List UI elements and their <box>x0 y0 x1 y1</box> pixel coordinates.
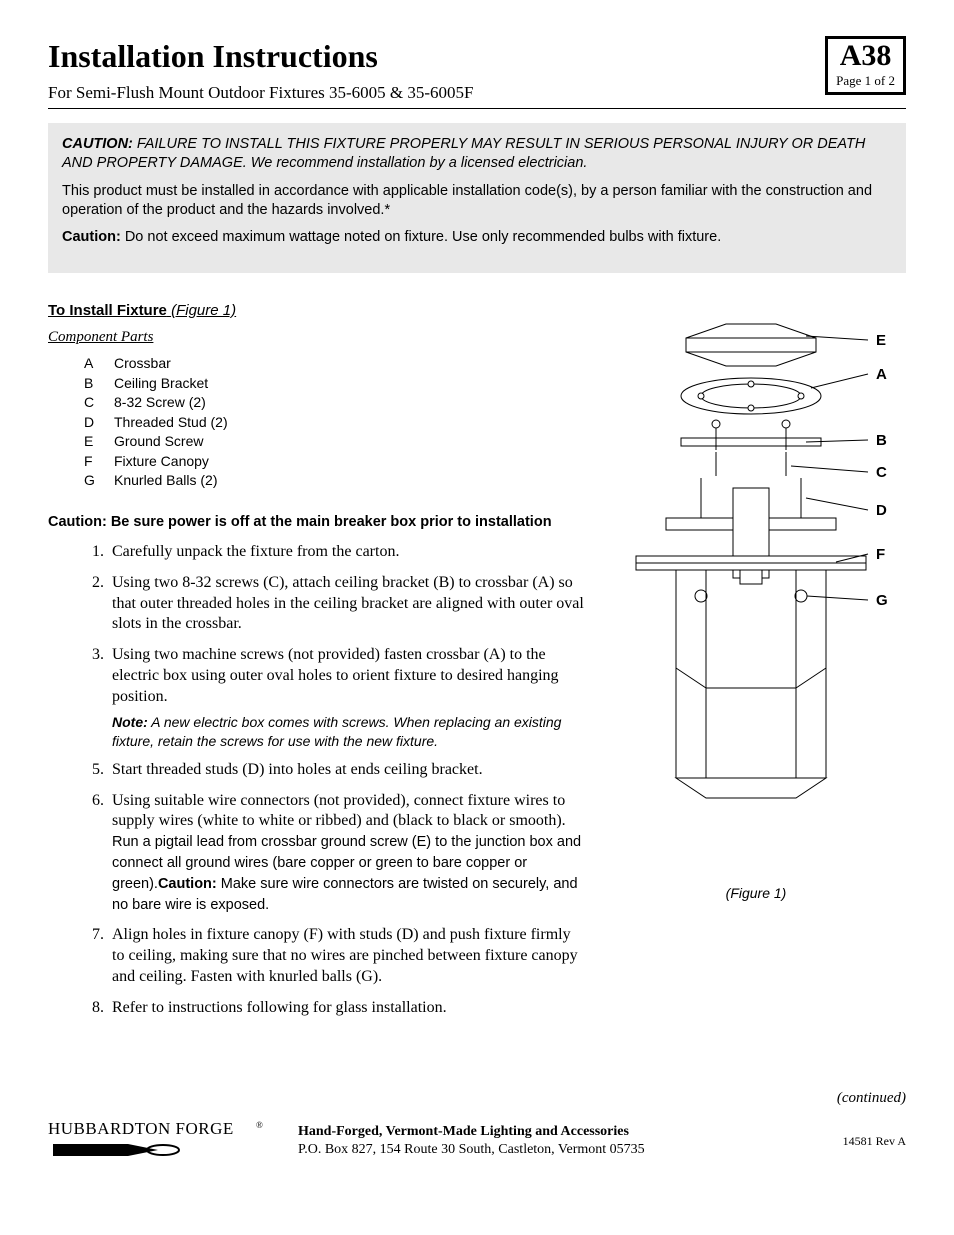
step-3: Using two machine screws (not provided) … <box>112 645 586 750</box>
part-name: Crossbar <box>114 354 171 374</box>
hubbardton-forge-logo-icon: HUBBARDTON FORGE ® <box>48 1116 278 1160</box>
install-steps: Carefully unpack the fixture from the ca… <box>96 542 586 1019</box>
figure-1-diagram: E A B C D F G <box>606 318 906 838</box>
footer-address: Hand-Forged, Vermont-Made Lighting and A… <box>298 1123 823 1159</box>
install-heading-figref: (Figure 1) <box>171 302 236 319</box>
parts-list: A Crossbar B Ceiling Bracket C 8-32 Screw (… <box>84 354 586 491</box>
part-row: D Threaded Stud (2) <box>84 413 586 433</box>
two-column-layout: A Crossbar B Ceiling Bracket C 8-32 Screw (… <box>48 348 906 1029</box>
part-name: Ceiling Bracket <box>114 374 208 394</box>
caution-main-text: FAILURE TO INSTALL THIS FIXTURE PROPERLY… <box>62 136 865 171</box>
fig-label-D: D <box>876 502 887 519</box>
step-3-note: Note: A new electric box comes with scre… <box>112 713 586 749</box>
part-name: Ground Screw <box>114 432 203 452</box>
part-name: Threaded Stud (2) <box>114 413 228 433</box>
content: To Install Fixture (Figure 1) Component … <box>48 301 906 1029</box>
doc-subtitle: For Semi-Flush Mount Outdoor Fixtures 35… <box>48 82 474 104</box>
part-letter: D <box>84 413 100 433</box>
header-rule <box>48 108 906 109</box>
part-row: C 8-32 Screw (2) <box>84 393 586 413</box>
part-letter: F <box>84 452 100 472</box>
footer: HUBBARDTON FORGE ® Hand-Forged, Vermont-… <box>48 1116 906 1167</box>
part-row: B Ceiling Bracket <box>84 374 586 394</box>
part-row: G Knurled Balls (2) <box>84 471 586 491</box>
step-5: Start threaded studs (D) into holes at e… <box>112 760 586 781</box>
caution-box: CAUTION: FAILURE TO INSTALL THIS FIXTURE… <box>48 123 906 273</box>
part-name: Fixture Canopy <box>114 452 209 472</box>
caution-wattage-lead: Caution: <box>62 229 121 245</box>
part-letter: B <box>84 374 100 394</box>
step-6-caution-lead: Caution: <box>158 876 217 892</box>
header: Installation Instructions For Semi-Flush… <box>48 36 906 104</box>
step-7: Align holes in fixture canopy (F) with s… <box>112 925 586 987</box>
step-6: Using suitable wire connectors (not prov… <box>112 791 586 916</box>
part-name: Knurled Balls (2) <box>114 471 218 491</box>
doc-code-box: A38 Page 1 of 2 <box>825 36 906 95</box>
part-row: A Crossbar <box>84 354 586 374</box>
power-off-warning: Caution: Be sure power is off at the mai… <box>48 513 586 532</box>
step-6-caution: Caution: Make sure wire connectors are t… <box>112 876 578 913</box>
step-8: Refer to instructions following for glas… <box>112 998 586 1019</box>
svg-text:®: ® <box>256 1120 263 1130</box>
part-name: 8-32 Screw (2) <box>114 393 206 413</box>
fig-label-F: F <box>876 546 885 563</box>
step-3-text: Using two machine screws (not provided) … <box>112 646 559 705</box>
continued-indicator: (continued) <box>48 1089 906 1109</box>
main-caution: CAUTION: FAILURE TO INSTALL THIS FIXTURE… <box>62 135 892 173</box>
part-row: F Fixture Canopy <box>84 452 586 472</box>
footer-line2: P.O. Box 827, 154 Route 30 South, Castle… <box>298 1141 823 1159</box>
fig-label-G: G <box>876 592 888 609</box>
figure-caption: (Figure 1) <box>606 884 906 902</box>
part-letter: A <box>84 354 100 374</box>
fig-label-B: B <box>876 432 887 449</box>
note-text: A new electric box comes with screws. Wh… <box>112 714 561 748</box>
brand-logo: HUBBARDTON FORGE ® <box>48 1116 278 1167</box>
page-indicator: Page 1 of 2 <box>836 73 895 90</box>
fig-label-E: E <box>876 332 886 349</box>
step-6-text-a: Using suitable wire connectors (not prov… <box>112 792 566 830</box>
caution-wattage: Caution: Do not exceed maximum wattage n… <box>62 228 892 247</box>
doc-title: Installation Instructions <box>48 36 474 78</box>
caution-lead: CAUTION: <box>62 136 133 152</box>
header-left: Installation Instructions For Semi-Flush… <box>48 36 474 104</box>
part-letter: C <box>84 393 100 413</box>
figure-column: E A B C D F G (Figure 1) <box>606 318 906 903</box>
step-1: Carefully unpack the fixture from the ca… <box>112 542 586 563</box>
part-row: E Ground Screw <box>84 432 586 452</box>
doc-code: A38 <box>836 41 895 71</box>
footer-revision: 14581 Rev A <box>843 1134 906 1150</box>
install-heading-text: To Install Fixture <box>48 302 167 319</box>
caution-install-code: This product must be installed in accord… <box>62 182 892 220</box>
part-letter: G <box>84 471 100 491</box>
fig-label-C: C <box>876 464 887 481</box>
svg-text:HUBBARDTON FORGE: HUBBARDTON FORGE <box>48 1119 234 1138</box>
footer-line1: Hand-Forged, Vermont-Made Lighting and A… <box>298 1123 823 1141</box>
part-letter: E <box>84 432 100 452</box>
left-column: A Crossbar B Ceiling Bracket C 8-32 Screw (… <box>48 348 586 1029</box>
fig-label-A: A <box>876 366 887 383</box>
caution-wattage-text: Do not exceed maximum wattage noted on f… <box>121 229 721 245</box>
step-2: Using two 8-32 screws (C), attach ceilin… <box>112 573 586 635</box>
note-lead: Note: <box>112 714 148 730</box>
